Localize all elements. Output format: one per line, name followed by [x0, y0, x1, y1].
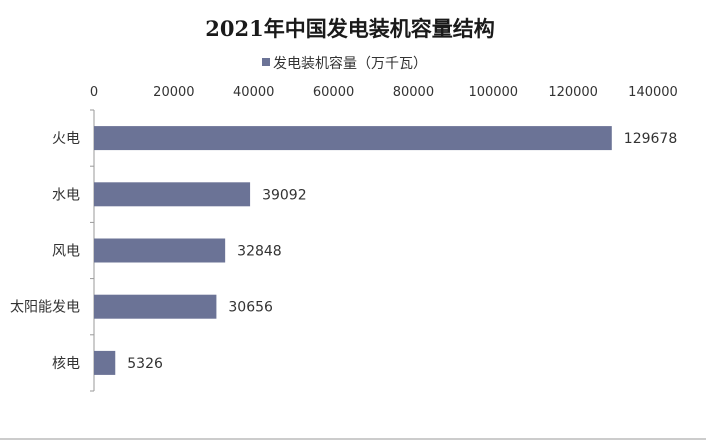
- bar: [94, 126, 612, 151]
- x-tick-label: 0: [90, 85, 98, 100]
- category-label: 水电: [52, 187, 80, 203]
- legend: 发电装机容量（万千瓦）: [262, 55, 427, 72]
- category-label: 核电: [52, 356, 80, 372]
- bar: [94, 294, 217, 319]
- data-label: 39092: [262, 187, 307, 203]
- x-tick-label: 100000: [468, 85, 518, 100]
- x-axis: 0 20000 40000 60000 80000 100000 120000 140000: [90, 85, 678, 100]
- category-label: 火电: [52, 131, 80, 147]
- legend-swatch: [262, 58, 270, 66]
- x-tick-label: 60000: [313, 85, 354, 100]
- x-tick-label: 40000: [233, 85, 274, 100]
- bar: [94, 238, 226, 263]
- legend-label: 发电装机容量（万千瓦）: [273, 55, 427, 72]
- value-labels: 129678 39092 32848 30656 5326: [127, 131, 677, 372]
- bar: [94, 350, 116, 375]
- data-label: 32848: [237, 244, 282, 260]
- bars: [90, 109, 612, 392]
- data-label: 30656: [228, 300, 273, 316]
- x-tick-label: 80000: [393, 85, 434, 100]
- data-label: 5326: [127, 356, 163, 372]
- category-label: 风电: [52, 244, 80, 260]
- x-tick-label: 140000: [628, 85, 678, 100]
- bar: [94, 182, 251, 207]
- x-tick-label: 20000: [153, 85, 194, 100]
- data-label: 129678: [624, 131, 677, 147]
- category-label: 太阳能发电: [10, 300, 80, 316]
- chart-title: 2021年中国发电装机容量结构: [205, 16, 494, 41]
- x-tick-label: 120000: [548, 85, 598, 100]
